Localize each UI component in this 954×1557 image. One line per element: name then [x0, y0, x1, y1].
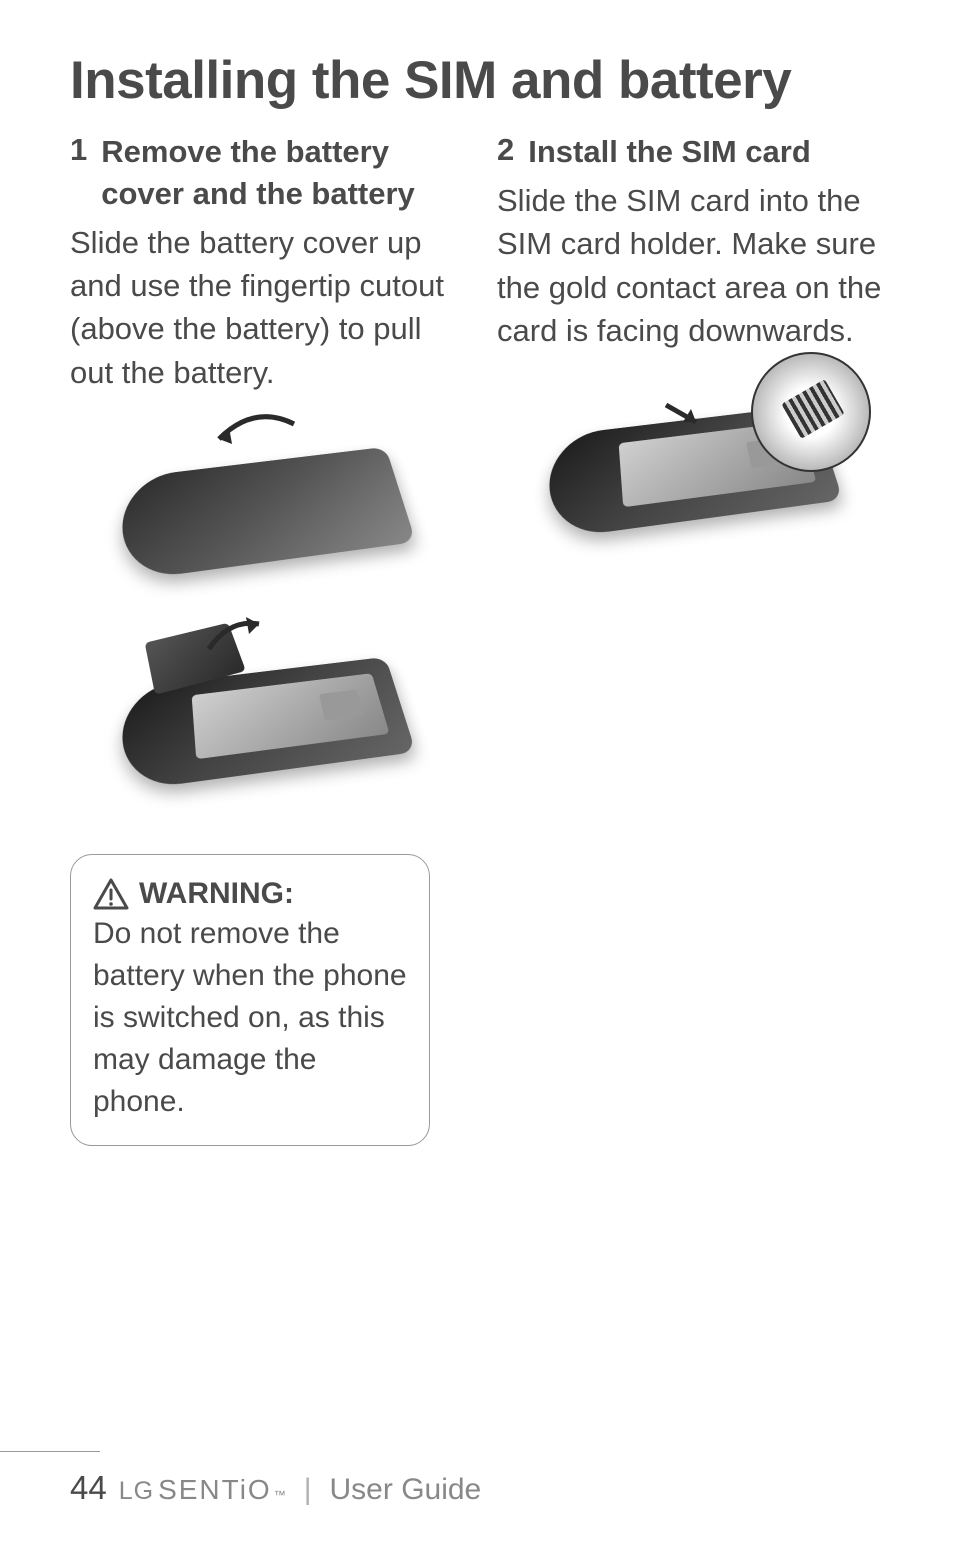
warning-box: WARNING: Do not remove the battery when …	[70, 854, 430, 1146]
brand-tm: ™	[274, 1488, 286, 1502]
footer-divider: |	[304, 1473, 312, 1507]
column-left: 1 Remove the battery cover and the batte…	[70, 131, 457, 1146]
footer-line	[0, 1451, 100, 1452]
brand-sentio: SENTiO	[158, 1474, 272, 1506]
column-right: 2 Install the SIM card Slide the SIM car…	[497, 131, 884, 1146]
content-columns: 1 Remove the battery cover and the batte…	[70, 131, 884, 1146]
warning-text: Do not remove the battery when the phone…	[93, 913, 407, 1123]
step-1-image-battery	[104, 634, 424, 804]
step-2-body: Slide the SIM card into the SIM card hol…	[497, 179, 884, 353]
step-2-number: 2	[497, 131, 514, 168]
step-1-number: 1	[70, 131, 87, 168]
brand-lg: LG	[119, 1477, 154, 1506]
page-title: Installing the SIM and battery	[70, 50, 884, 111]
footer-label: User Guide	[330, 1473, 482, 1507]
sim-detail-circle	[751, 352, 871, 472]
phone-compartment	[191, 673, 389, 759]
footer: 44 LG SENTiO ™ | User Guide	[70, 1469, 481, 1507]
slide-arrow-icon	[204, 409, 314, 469]
step-1-body: Slide the battery cover up and use the f…	[70, 221, 457, 395]
warning-header: WARNING:	[93, 877, 407, 911]
step-1-image-cover	[104, 424, 424, 594]
lift-arrow-icon	[194, 609, 274, 659]
warning-label: WARNING:	[139, 877, 294, 911]
step-1-title: Remove the battery cover and the battery	[101, 131, 457, 215]
insert-arrow-icon	[661, 397, 711, 437]
step-2-header: 2 Install the SIM card	[497, 131, 884, 173]
sim-contacts-illustration	[781, 380, 844, 440]
warning-triangle-icon	[93, 878, 129, 910]
page-number: 44	[70, 1469, 107, 1507]
step-2-image-sim	[531, 382, 851, 552]
step-2-title: Install the SIM card	[528, 131, 811, 173]
step-1-header: 1 Remove the battery cover and the batte…	[70, 131, 457, 215]
phone-accent	[318, 690, 363, 721]
